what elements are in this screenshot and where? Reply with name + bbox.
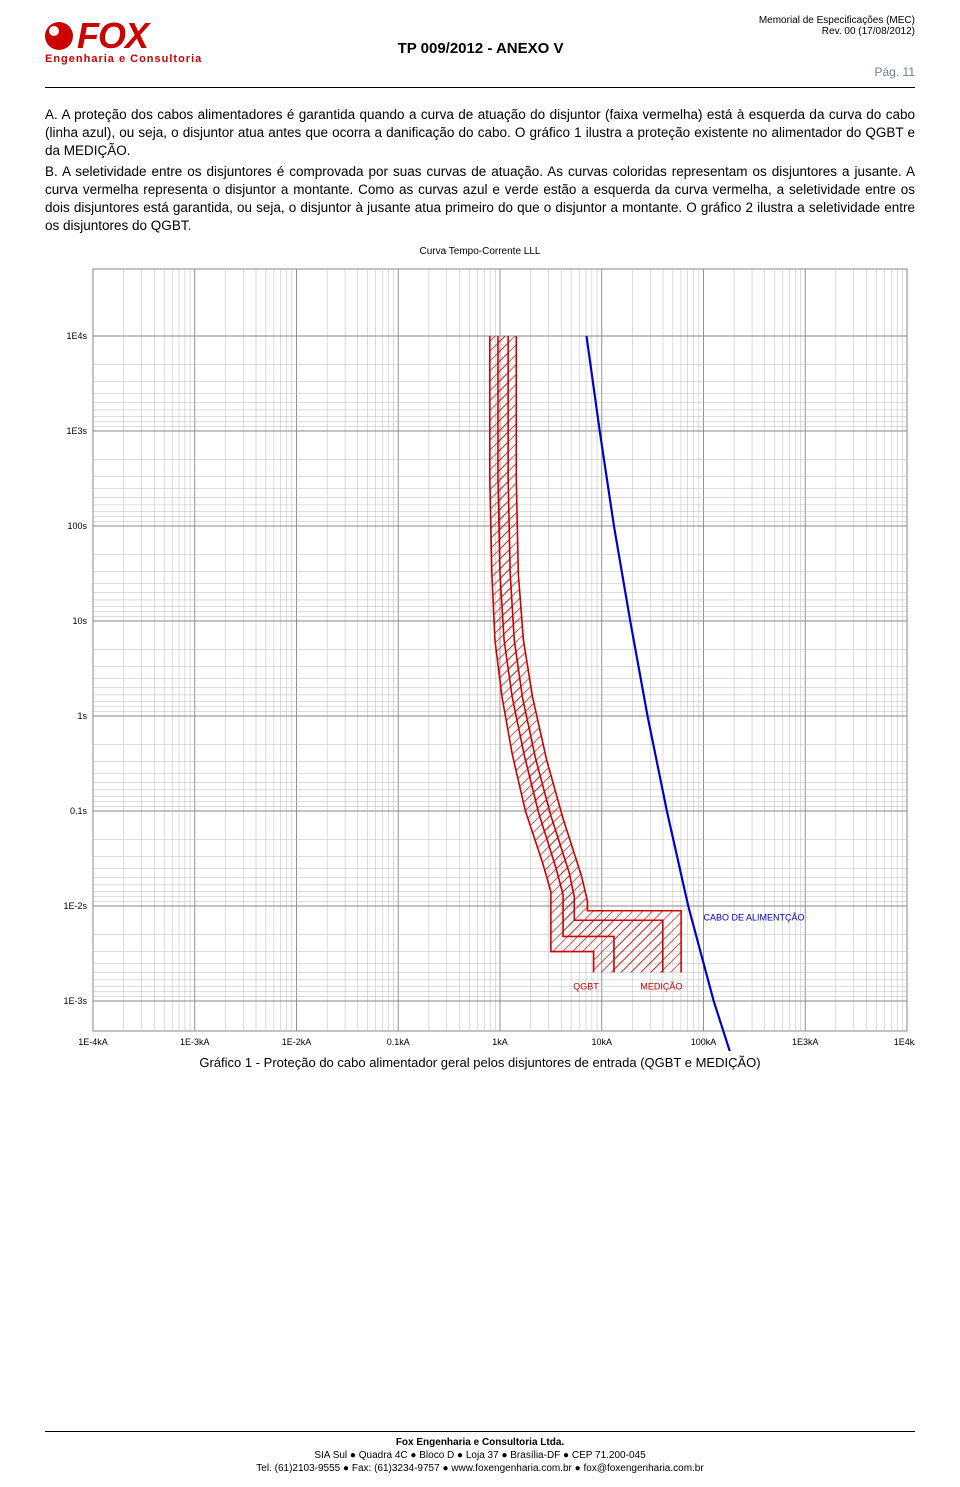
paragraph-a: A proteção dos cabos alimentadores é gar… bbox=[45, 107, 915, 158]
svg-text:10kA: 10kA bbox=[591, 1037, 612, 1047]
svg-text:1E-2kA: 1E-2kA bbox=[282, 1037, 312, 1047]
footer-divider bbox=[45, 1431, 915, 1432]
paragraph-b: A seletividade entre os disjuntores é co… bbox=[45, 164, 915, 234]
list-label-b: B. bbox=[45, 164, 58, 179]
list-item-b: B. A seletividade entre os disjuntores é… bbox=[45, 163, 915, 236]
svg-text:1kA: 1kA bbox=[492, 1037, 508, 1047]
time-current-chart: 1E-4kA 1E-3kA 1E-2kA 0.1kA 1kA 10kA 100kA 1E3kA… bbox=[45, 261, 915, 1051]
svg-text:QGBT: QGBT bbox=[573, 981, 599, 991]
svg-text:0.1s: 0.1s bbox=[70, 806, 88, 816]
header-divider bbox=[45, 87, 915, 88]
svg-text:0.1kA: 0.1kA bbox=[387, 1037, 410, 1047]
memo-line-1: Memorial de Especificações (MEC) bbox=[759, 15, 915, 26]
svg-text:100kA: 100kA bbox=[691, 1037, 717, 1047]
body-text: A. A proteção dos cabos alimentadores é … bbox=[45, 106, 915, 236]
svg-text:1E3s: 1E3s bbox=[66, 426, 87, 436]
logo-text: FOX bbox=[77, 15, 148, 57]
logo: FOX bbox=[45, 15, 148, 57]
logo-icon bbox=[45, 22, 73, 50]
chart-title: Curva Tempo-Corrente LLL bbox=[45, 246, 915, 257]
svg-text:10s: 10s bbox=[72, 616, 87, 626]
list-label-a: A. bbox=[45, 107, 58, 122]
svg-text:1E-2s: 1E-2s bbox=[63, 901, 87, 911]
page-header: FOX Engenharia e Consultoria TP 009/2012… bbox=[45, 15, 915, 79]
logo-region: FOX Engenharia e Consultoria bbox=[45, 15, 202, 65]
svg-text:1E-4kA: 1E-4kA bbox=[78, 1037, 108, 1047]
page-number: Pág. 11 bbox=[759, 65, 915, 79]
svg-text:CABO DE ALIMENTÇÃO: CABO DE ALIMENTÇÃO bbox=[704, 912, 805, 922]
logo-subtitle: Engenharia e Consultoria bbox=[45, 53, 202, 65]
footer-line-3: Tel. (61)2103-9555 ● Fax: (61)3234-9757 … bbox=[0, 1462, 960, 1475]
chart-container: Curva Tempo-Corrente LLL 1E-4kA1E-3kA1E-… bbox=[45, 246, 915, 1076]
footer-line-2: SIA Sul ● Quadra 4C ● Bloco D ● Loja 37 … bbox=[0, 1449, 960, 1462]
svg-text:MEDIÇÃO: MEDIÇÃO bbox=[640, 981, 682, 991]
footer-line-1: Fox Engenharia e Consultoria Ltda. bbox=[0, 1436, 960, 1449]
svg-text:1E3kA: 1E3kA bbox=[792, 1037, 819, 1047]
list-item-a: A. A proteção dos cabos alimentadores é … bbox=[45, 106, 915, 161]
chart-caption: Gráfico 1 - Proteção do cabo alimentador… bbox=[45, 1055, 915, 1070]
svg-text:1s: 1s bbox=[77, 711, 87, 721]
memo-line-2: Rev. 00 (17/08/2012) bbox=[759, 26, 915, 37]
header-meta: Memorial de Especificações (MEC) Rev. 00… bbox=[759, 15, 915, 79]
page-footer: Fox Engenharia e Consultoria Ltda. SIA S… bbox=[0, 1431, 960, 1475]
document-title: TP 009/2012 - ANEXO V bbox=[398, 40, 564, 57]
svg-text:1E4kA: 1E4kA bbox=[894, 1037, 915, 1047]
svg-text:1E4s: 1E4s bbox=[66, 331, 87, 341]
svg-text:1E-3s: 1E-3s bbox=[63, 996, 87, 1006]
svg-text:100s: 100s bbox=[67, 521, 87, 531]
svg-text:1E-3kA: 1E-3kA bbox=[180, 1037, 210, 1047]
